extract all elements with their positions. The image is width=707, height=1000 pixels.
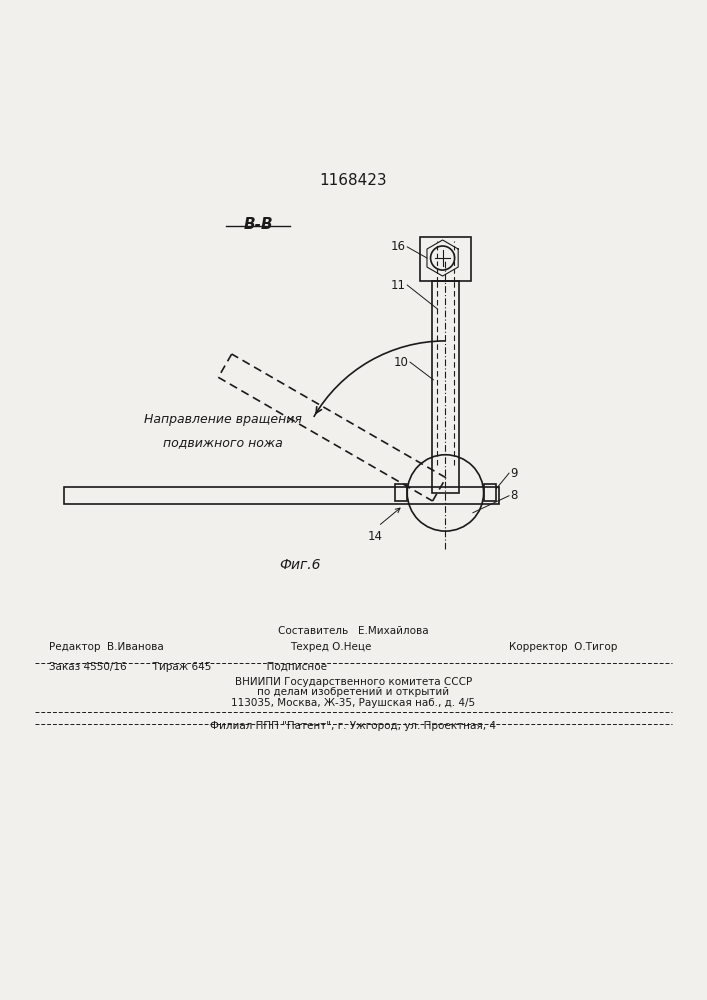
Text: по делам изобретений и открытий: по делам изобретений и открытий: [257, 687, 450, 697]
Text: Филиал ППП "Патент", г. Ужгород, ул. Проектная, 4: Филиал ППП "Патент", г. Ужгород, ул. Про…: [211, 721, 496, 731]
Text: Редактор  В.Иванова: Редактор В.Иванова: [49, 642, 164, 652]
Text: подвижного ножа: подвижного ножа: [163, 436, 283, 449]
Text: 11: 11: [391, 279, 406, 292]
Text: B-B: B-B: [243, 217, 273, 232]
Text: Фиг.6: Фиг.6: [280, 558, 321, 572]
Text: 16: 16: [391, 240, 406, 253]
Text: 8: 8: [510, 489, 518, 502]
Text: ВНИИПИ Государственного комитета СССР: ВНИИПИ Государственного комитета СССР: [235, 677, 472, 687]
Text: Корректор  О.Тигор: Корректор О.Тигор: [509, 642, 617, 652]
Text: 10: 10: [394, 356, 409, 369]
Text: Направление вращения: Направление вращения: [144, 413, 302, 426]
Text: 113035, Москва, Ж-35, Раушская наб., д. 4/5: 113035, Москва, Ж-35, Раушская наб., д. …: [231, 698, 476, 708]
Text: 14: 14: [367, 530, 382, 543]
Text: Заказ 4550/16        Тираж 645                 Подписное: Заказ 4550/16 Тираж 645 Подписное: [49, 662, 327, 672]
Text: Техред О.Неце: Техред О.Неце: [290, 642, 371, 652]
Text: Составитель   Е.Михайлова: Составитель Е.Михайлова: [278, 626, 429, 636]
Text: 9: 9: [510, 467, 518, 480]
Text: 1168423: 1168423: [320, 173, 387, 188]
